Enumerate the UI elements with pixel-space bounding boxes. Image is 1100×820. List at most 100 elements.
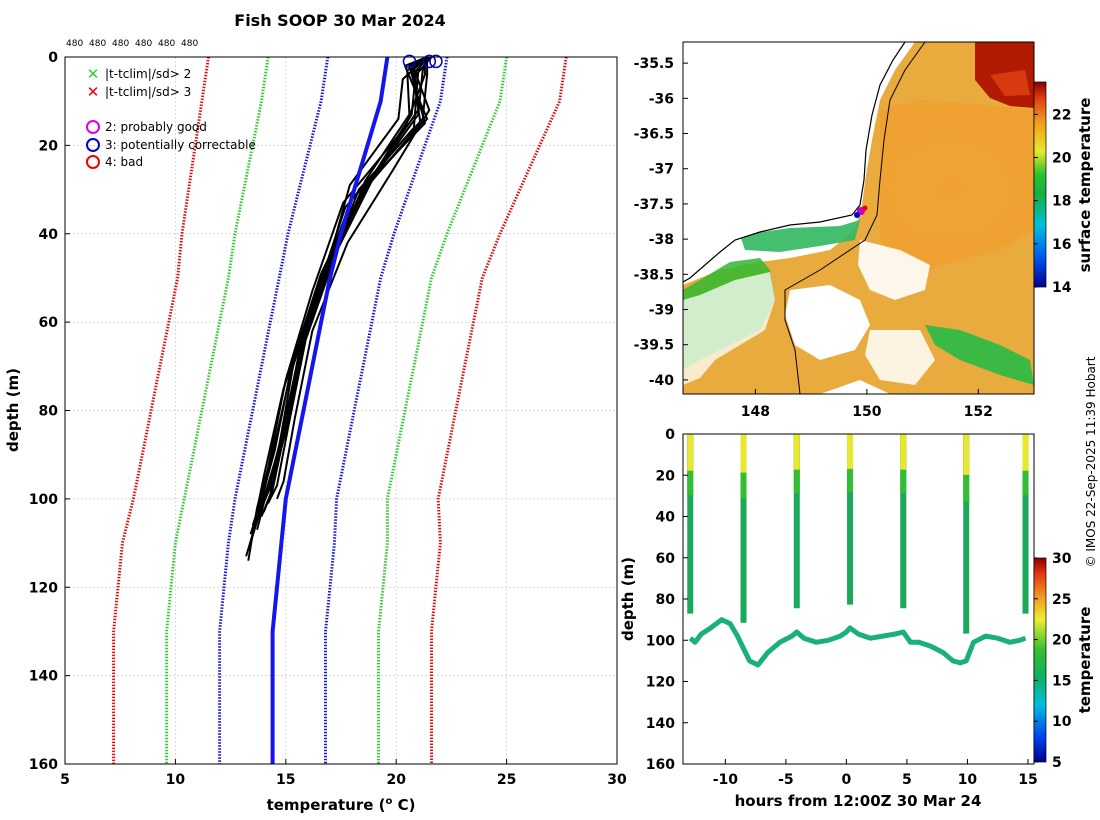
ts-x-tick-label: 10 [958,772,978,788]
ts-y-tick-label: 0 [665,427,675,443]
clim-plus-1sd-line [324,57,449,764]
legend-label-probably-good: 2: probably good [105,120,207,134]
legend-marker-sd2: ✕ [87,65,100,83]
time-depth-panel: -10 -5 0 5 10 15 0 20 40 60 80 100 120 140 160 hours … [619,427,1094,810]
x-tick-label: 10 [166,772,186,788]
temperature-colorbar-ticks: 5 10 15 20 25 30 [1034,551,1072,771]
legend-marker-potentially-correctable [86,138,100,152]
cloud-mask-west [683,272,775,385]
flag-circle [429,54,443,69]
sst-colorbar-tick-label: 20 [1052,151,1072,167]
climatology-mean-line [270,57,390,764]
x-tick-label: 30 [607,772,627,788]
ts-y-tick-label: 40 [656,510,676,526]
profile-x-ticks: 5 10 15 20 25 30 [60,759,627,788]
y-tick-label: 100 [29,492,58,508]
map-x-tick-label: 148 [741,404,770,420]
y-tick-label: 0 [48,50,58,66]
legend-entry-sd3: ✕ |t-tclim|/sd> 3 [87,83,191,101]
map-x-tick-label: 150 [852,404,881,420]
legend-marker-sd3: ✕ [87,83,100,101]
cast-profile-line [247,57,426,561]
map-y-tick-label: -39 [649,303,674,319]
map-y-tick-label: -37.5 [634,197,674,213]
ts-y-tick-label: 80 [656,592,676,608]
map-y-tick-label: -36.5 [634,127,674,143]
legend-label-sd3: |t-tclim|/sd> 3 [105,85,191,99]
map-y-tick-label: -38 [649,232,674,248]
flag-circle [422,54,437,69]
ts-x-tick-label: 15 [1018,772,1037,788]
y-tick-label: 20 [39,138,59,154]
temperature-colorbar-tick-label: 25 [1052,592,1071,608]
y-tick-label: 140 [29,669,58,685]
top-count-label: 480 [158,39,175,49]
temperature-colorbar-tick-label: 20 [1052,633,1072,649]
sst-colorbar-tick-label: 22 [1052,107,1071,123]
clim-minus-3sd-line [112,57,210,764]
ts-ylabel: depth (m) [619,557,637,641]
cloud-mask-center [785,285,870,360]
ts-y-tick-label: 20 [656,468,676,484]
hot-patch [990,70,1030,96]
temperature-colorbar-tick-label: 10 [1052,714,1072,730]
ts-x-ticks: -10 -5 0 5 10 15 [713,759,1038,788]
ts-x-tick-label: -5 [778,772,794,788]
cast-profile-line [262,57,431,513]
x-tick-label: 5 [60,772,70,788]
sst-colorbar-tick-label: 14 [1052,280,1072,296]
green-strip [740,220,860,252]
legend-label-sd2: |t-tclim|/sd> 2 [105,67,191,81]
sst-colorbar [1033,81,1047,288]
sst-map-panel: 148 150 152 -35.5-36-36.5-37-37.5-38-38.5-… [634,41,1094,420]
clim-minus-2sd-line [165,57,270,764]
y-tick-label: 160 [29,757,58,773]
ts-x-tick-label: -10 [713,772,739,788]
clim-plus-2sd-line [377,57,509,764]
map-x-tick-label: 152 [964,404,993,420]
top-count-label: 480 [66,39,83,49]
ts-y-tick-label: 120 [646,675,675,691]
legend-entry-bad: 4: bad [86,155,143,169]
legend-entry-sd2: ✕ |t-tclim|/sd> 2 [87,65,191,83]
cool-tongue [925,325,1034,385]
ts-y-tick-label: 160 [646,757,675,773]
top-count-label: 480 [112,39,129,49]
legend-label-potentially-correctable: 3: potentially correctable [105,138,256,152]
ts-y-ticks: 0 20 40 60 80 100 120 140 160 [646,427,688,773]
copyright-note: © IMOS 22-Sep-2025 11:39 Hobart [1084,356,1098,567]
map-y-tick-label: -39.5 [634,338,674,354]
map-y-tick-label: -37 [649,162,674,178]
map-y-tick-label: -38.5 [634,267,674,283]
top-count-label: 480 [135,39,152,49]
sst-colorbar-tick-label: 18 [1052,194,1071,210]
x-tick-label: 15 [276,772,295,788]
sst-field [683,42,1034,394]
top-count-label: 480 [181,39,198,49]
map-y-tick-label: -40 [649,373,675,389]
profile-top-labels: 480 480 480 480 480 480 [66,39,198,49]
ts-y-tick-label: 100 [646,633,675,649]
flag-circles [402,54,443,69]
legend-marker-bad [86,155,100,169]
figure-title: Fish SOOP 30 Mar 2024 [234,11,445,30]
track-point-cluster-3 [862,205,868,211]
temperature-colorbar-tick-label: 30 [1052,551,1072,567]
profile-y-ticks: 0 20 40 60 80 100 120 140 160 [29,50,70,773]
y-tick-label: 60 [39,315,59,331]
legend-entry-potentially-correctable: 3: potentially correctable [86,138,256,152]
ts-x-tick-label: 0 [842,772,852,788]
y-tick-label: 40 [39,227,59,243]
sst-colorbar-ticks: 14 16 18 20 22 [1034,107,1072,296]
profile-grid [64,56,618,765]
profile-legend: ✕ |t-tclim|/sd> 2 ✕ |t-tclim|/sd> 3 2: p… [86,65,256,169]
y-tick-label: 120 [29,580,58,596]
ts-xlabel: hours from 12:00Z 30 Mar 24 [735,792,982,810]
land-se-australia [683,42,905,282]
temperature-colorbar-tick-label: 15 [1052,673,1071,689]
map-x-ticks: 148 150 152 [741,389,993,420]
map-y-tick-label: -36 [649,91,674,107]
legend-marker-probably-good [86,120,100,134]
